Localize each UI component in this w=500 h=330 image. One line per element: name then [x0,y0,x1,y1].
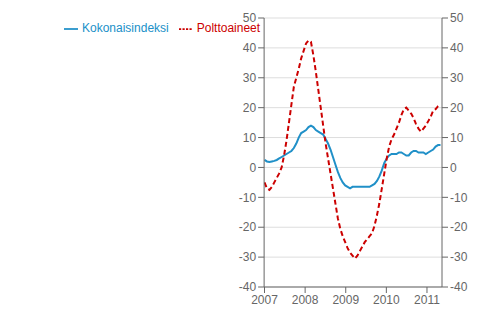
svg-text:-40: -40 [450,280,468,294]
svg-text:-10: -10 [450,191,468,205]
svg-text:30: 30 [243,71,257,85]
svg-text:2009: 2009 [332,293,359,307]
svg-text:-30: -30 [239,250,257,264]
svg-text:-10: -10 [239,191,257,205]
html-text:Polttoaineet: Polttoaineet [196,21,261,35]
svg-text:2007: 2007 [251,293,278,307]
svg-text:20: 20 [243,101,257,115]
svg-text:-30: -30 [450,250,468,264]
svg-text:-40: -40 [239,280,257,294]
svg-text:2010: 2010 [373,293,400,307]
svg-text:30: 30 [450,71,464,85]
svg-text:10: 10 [450,131,464,145]
svg-text:50: 50 [243,11,257,25]
svg-text:20: 20 [450,101,464,115]
svg-text:2011: 2011 [414,293,440,307]
html-text:Kokonaisindeksi: Kokonaisindeksi [82,21,169,35]
svg-text:-20: -20 [239,220,257,234]
svg-text:50: 50 [450,11,464,25]
svg-text:40: 40 [450,41,464,55]
svg-text:0: 0 [450,161,457,175]
svg-text:2008: 2008 [292,293,319,307]
svg-text:-20: -20 [450,220,468,234]
svg-text:10: 10 [243,131,257,145]
svg-text:0: 0 [249,161,256,175]
svg-text:40: 40 [243,41,257,55]
